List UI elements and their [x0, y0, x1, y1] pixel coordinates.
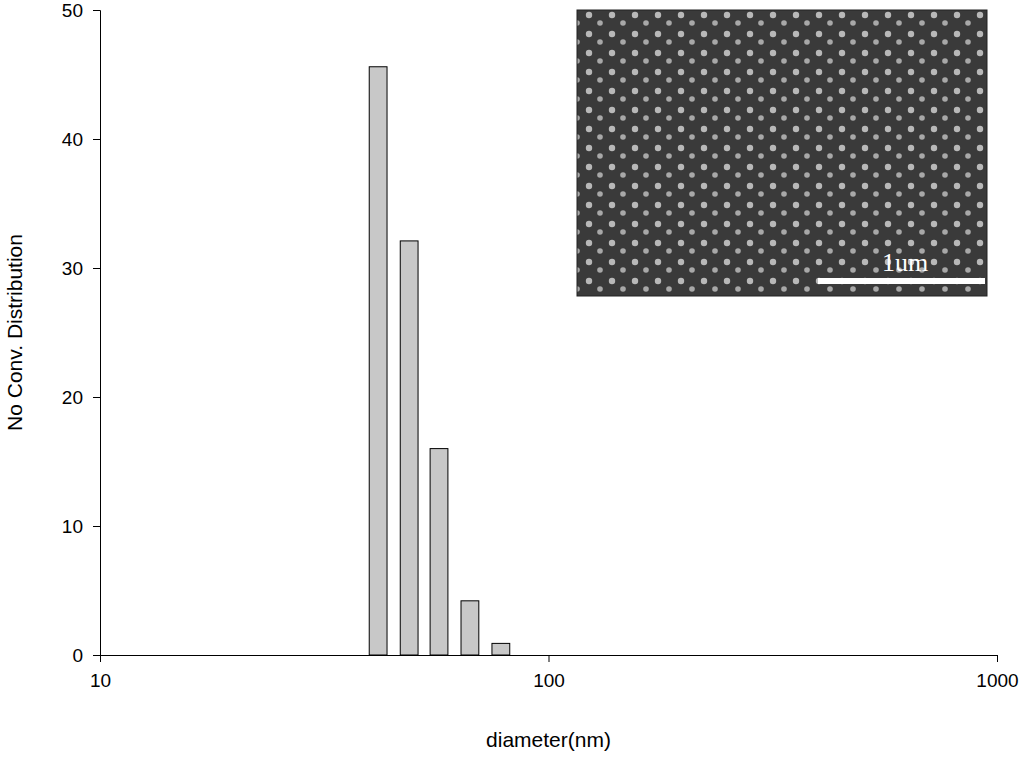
tick-label: 10: [90, 670, 111, 691]
inset-image: 1um: [577, 10, 987, 296]
tick-mark: [93, 397, 100, 398]
tick: 40: [62, 129, 100, 150]
tick: 10: [62, 516, 100, 537]
axis-line: [101, 656, 998, 663]
tick-mark: [93, 139, 100, 140]
y-axis: 0 10 20 30 40 50: [62, 0, 101, 666]
tick-label: 30: [62, 258, 83, 279]
tick-label: 40: [62, 129, 83, 150]
plot: 1um 10 100 1000 0 10 20 30 40 50: [62, 0, 1019, 691]
bars: [369, 67, 510, 655]
tick: 50: [62, 0, 100, 21]
tick: 0: [72, 645, 100, 666]
tick-mark: [93, 268, 100, 269]
inset-background: [577, 10, 987, 296]
tick-label: 50: [62, 0, 83, 21]
tick: 100: [533, 655, 565, 691]
tick: 1000: [976, 655, 1018, 691]
x-axis: 10 100 1000: [90, 655, 1019, 691]
tick: 30: [62, 258, 100, 279]
tick-label: 100: [533, 670, 565, 691]
tick-mark: [93, 655, 100, 656]
tick-mark: [93, 526, 100, 527]
bar: [430, 449, 448, 655]
tick: 20: [62, 387, 100, 408]
bar: [461, 601, 479, 655]
bar: [492, 643, 510, 655]
tick: 10: [90, 655, 111, 691]
tick-mark: [93, 10, 100, 11]
tick-mark: [100, 655, 101, 662]
bar: [369, 67, 387, 655]
tick-label: 1000: [976, 670, 1018, 691]
chart: 1um 10 100 1000 0 10 20 30 40 50 diameter(nm) No Co…: [0, 0, 1024, 761]
axis-line: [93, 11, 101, 656]
y-axis-title: No Conv. Distribution: [3, 234, 26, 431]
scale-bar-label: 1um: [882, 248, 928, 277]
x-axis-title: diameter(nm): [486, 728, 611, 751]
tick-label: 0: [72, 645, 83, 666]
tick-label: 10: [62, 516, 83, 537]
bar: [400, 241, 418, 655]
tick-mark: [997, 655, 998, 662]
tick-mark: [549, 655, 550, 662]
scale-bar: [818, 278, 985, 284]
tick-label: 20: [62, 387, 83, 408]
